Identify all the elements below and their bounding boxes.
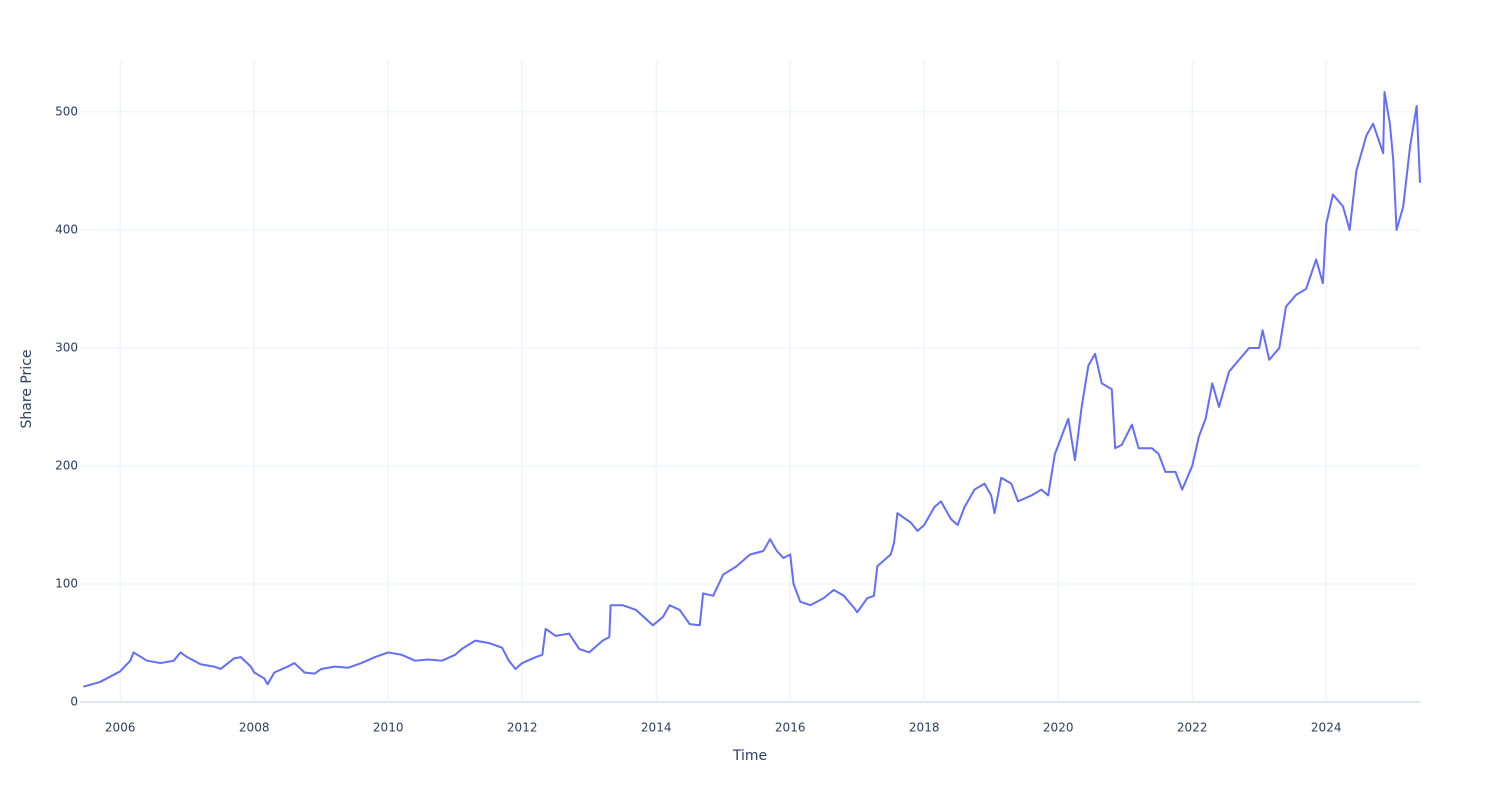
y-tick-label: 100 [55, 576, 78, 590]
price-line [83, 90, 1421, 688]
y-axis-title: Share Price [19, 349, 35, 428]
x-tick-label: 2020 [1043, 721, 1074, 735]
y-tick-label: 300 [55, 340, 78, 354]
x-axis-title: Time [732, 748, 767, 764]
x-tick-label: 2024 [1311, 721, 1342, 735]
x-tick-label: 2014 [641, 721, 672, 735]
x-tick-label: 2022 [1177, 721, 1208, 735]
x-tick-label: 2018 [909, 721, 940, 735]
y-tick-label: 400 [55, 222, 78, 236]
y-tick-label: 0 [70, 695, 78, 709]
x-tick-label: 2008 [239, 721, 270, 735]
x-tick-label: 2012 [507, 721, 538, 735]
y-tick-label: 200 [55, 458, 78, 472]
y-tick-label: 500 [55, 104, 78, 118]
x-tick-label: 2006 [105, 721, 136, 735]
x-tick-label: 2010 [373, 721, 404, 735]
x-tick-label: 2016 [775, 721, 806, 735]
